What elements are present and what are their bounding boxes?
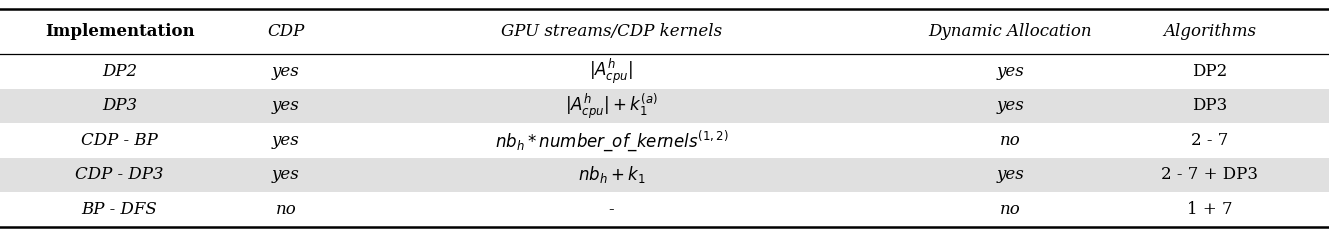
Text: BP - DFS: BP - DFS xyxy=(82,201,157,218)
Text: 2 - 7: 2 - 7 xyxy=(1191,132,1228,149)
Text: yes: yes xyxy=(997,97,1023,114)
Bar xyxy=(0,192,1329,227)
Text: Algorithms: Algorithms xyxy=(1163,23,1256,40)
Bar xyxy=(0,54,1329,89)
Text: DP2: DP2 xyxy=(102,63,137,80)
Text: yes: yes xyxy=(272,132,299,149)
Text: 2 - 7 + DP3: 2 - 7 + DP3 xyxy=(1162,166,1257,183)
Text: CDP: CDP xyxy=(267,23,304,40)
Text: GPU streams/CDP kernels: GPU streams/CDP kernels xyxy=(501,23,722,40)
Text: CDP - DP3: CDP - DP3 xyxy=(76,166,163,183)
Text: yes: yes xyxy=(997,166,1023,183)
Text: no: no xyxy=(999,201,1021,218)
Bar xyxy=(0,9,1329,54)
Text: no: no xyxy=(999,132,1021,149)
Text: CDP - BP: CDP - BP xyxy=(81,132,158,149)
Text: no: no xyxy=(275,201,296,218)
Text: DP2: DP2 xyxy=(1192,63,1227,80)
Text: yes: yes xyxy=(272,97,299,114)
Text: $nb_h * number\_of\_kernels^{(1,2)}$: $nb_h * number\_of\_kernels^{(1,2)}$ xyxy=(494,128,728,153)
Text: $|A^h_{cpu}| + k_1^{(a)}$: $|A^h_{cpu}| + k_1^{(a)}$ xyxy=(565,91,658,121)
Text: yes: yes xyxy=(272,63,299,80)
Text: -: - xyxy=(609,201,614,218)
Text: $nb_h + k_1$: $nb_h + k_1$ xyxy=(578,164,645,185)
Bar xyxy=(0,89,1329,123)
Text: DP3: DP3 xyxy=(102,97,137,114)
Text: Dynamic Allocation: Dynamic Allocation xyxy=(928,23,1092,40)
Bar xyxy=(0,158,1329,192)
Text: $|A^h_{cpu}|$: $|A^h_{cpu}|$ xyxy=(589,57,634,86)
Text: Implementation: Implementation xyxy=(45,23,194,40)
Text: yes: yes xyxy=(997,63,1023,80)
Text: DP3: DP3 xyxy=(1192,97,1227,114)
Text: 1 + 7: 1 + 7 xyxy=(1187,201,1232,218)
Bar xyxy=(0,123,1329,158)
Text: yes: yes xyxy=(272,166,299,183)
